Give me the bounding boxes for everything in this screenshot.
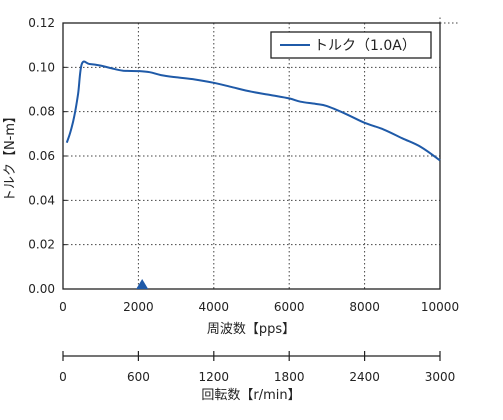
- secondary-rpm-axis: 0 600 1200 1800 2400 3000 回転数【r/min】: [59, 351, 455, 403]
- x-tick-label: 10000: [421, 300, 459, 314]
- y-axis-ticks: 0.00 0.02 0.04 0.06 0.08 0.10 0.12: [28, 16, 67, 296]
- y-tick-label: 0.04: [28, 193, 55, 207]
- x-axis-ticks: 0 2000 4000 6000 8000 10000: [59, 300, 459, 314]
- x-tick-label: 8000: [349, 300, 380, 314]
- y-axis-title: トルク【N-m】: [3, 110, 18, 202]
- grid-lines: [63, 15, 460, 289]
- series-line-torque: [65, 60, 441, 162]
- x-tick-label: 0: [59, 300, 67, 314]
- x-axis-title: 周波数【pps】: [207, 322, 295, 337]
- legend: トルク（1.0A）: [270, 31, 432, 59]
- y-tick-label: 0.12: [28, 16, 55, 30]
- triangle-marker: [136, 279, 149, 289]
- y-tick-label: 0.02: [28, 238, 55, 252]
- legend-label: トルク（1.0A）: [314, 38, 416, 54]
- secondary-tick-label: 2400: [349, 370, 380, 384]
- x-tick-label: 4000: [199, 300, 230, 314]
- marker-layer: [136, 279, 149, 289]
- y-tick-label: 0.08: [28, 105, 55, 119]
- secondary-tick-label: 600: [127, 370, 150, 384]
- secondary-tick-label: 3000: [425, 370, 456, 384]
- x-tick-label: 2000: [123, 300, 154, 314]
- secondary-axis-title: 回転数【r/min】: [201, 388, 300, 403]
- x-tick-label: 6000: [274, 300, 305, 314]
- secondary-tick-label: 1200: [199, 370, 230, 384]
- y-tick-label: 0.10: [28, 60, 55, 74]
- secondary-tick-label: 1800: [274, 370, 305, 384]
- secondary-axis-ticks: 0 600 1200 1800 2400 3000: [59, 351, 455, 384]
- y-tick-label: 0.00: [28, 282, 55, 296]
- y-tick-label: 0.06: [28, 149, 55, 163]
- secondary-tick-label: 0: [59, 370, 67, 384]
- series-layer: [65, 60, 441, 162]
